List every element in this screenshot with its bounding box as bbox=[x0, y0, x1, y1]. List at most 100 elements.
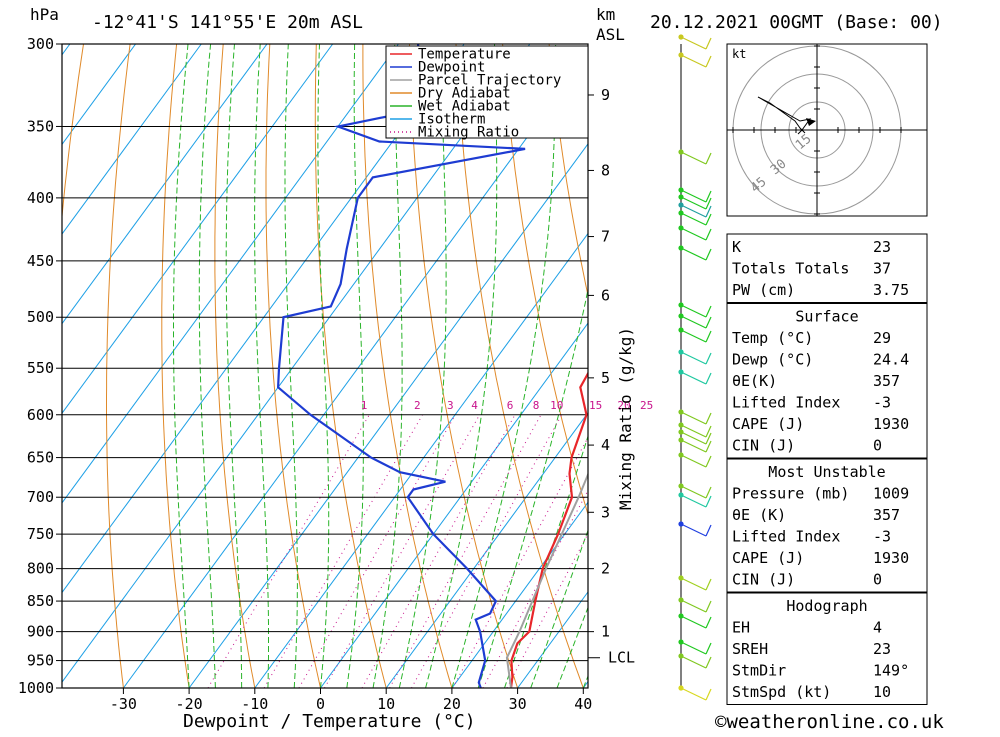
stats-label: Temp (°C) bbox=[732, 329, 813, 347]
isotherm-line bbox=[189, 44, 661, 688]
stats-section-title: Hodograph bbox=[786, 597, 867, 615]
height-tick-label: 9 bbox=[601, 86, 610, 104]
stats-value: 10 bbox=[873, 683, 891, 701]
pressure-tick-label: 950 bbox=[27, 652, 54, 670]
pressure-ticks: 3003504004505005506006507007508008509009… bbox=[18, 35, 54, 697]
mixing-ratio-line bbox=[362, 415, 515, 688]
dry-adiabat-line bbox=[49, 44, 84, 688]
stats-value: 0 bbox=[873, 437, 882, 455]
mixing-ratio-label: 10 bbox=[550, 399, 563, 412]
isotherm-line bbox=[123, 44, 595, 688]
height-unit-km: km bbox=[596, 5, 615, 24]
height-tick-label: 4 bbox=[601, 436, 610, 454]
pressure-tick-label: 700 bbox=[27, 488, 54, 506]
footer-credit: ©weatheronline.co.uk bbox=[715, 711, 944, 733]
height-tick-label: 1 bbox=[601, 623, 610, 641]
stats-label: CIN (J) bbox=[732, 437, 795, 455]
lcl-label: LCL bbox=[608, 649, 635, 667]
dry-adiabat-line bbox=[215, 44, 255, 688]
stats-label: StmSpd (kt) bbox=[732, 683, 831, 701]
stats-value: 23 bbox=[873, 238, 891, 256]
hodograph-unit: kt bbox=[732, 47, 746, 61]
mixing-ratio-line bbox=[412, 415, 562, 688]
stats-value: -3 bbox=[873, 394, 891, 412]
pressure-unit-label: hPa bbox=[30, 5, 59, 24]
mixing-ratio-line bbox=[325, 415, 480, 688]
pressure-tick-label: 400 bbox=[27, 189, 54, 207]
stats-value: 29 bbox=[873, 329, 891, 347]
dry-adiabat-line bbox=[968, 44, 1000, 688]
stats-label: Lifted Index bbox=[732, 394, 840, 412]
isotherm-line bbox=[255, 44, 727, 688]
dewpoint-profile bbox=[278, 44, 570, 688]
stats-value: -3 bbox=[873, 528, 891, 546]
isotherm-line bbox=[58, 44, 530, 688]
dry-adiabat-line bbox=[162, 44, 189, 688]
stats-value: 0 bbox=[873, 571, 882, 589]
isotherm-line bbox=[321, 44, 793, 688]
stats-label: Dewp (°C) bbox=[732, 351, 813, 369]
stats-label: CIN (J) bbox=[732, 571, 795, 589]
mixing-ratio-label: 15 bbox=[589, 399, 602, 412]
stats-label: CAPE (J) bbox=[732, 415, 804, 433]
mixing-ratio-line bbox=[299, 415, 456, 688]
stats-label: SREH bbox=[732, 640, 768, 658]
stats-label: K bbox=[732, 238, 741, 256]
temperature-tick-label: 40 bbox=[574, 695, 592, 713]
height-tick-label: 5 bbox=[601, 369, 610, 387]
stats-value: 1930 bbox=[873, 415, 909, 433]
dry-adiabat-line bbox=[456, 44, 583, 688]
mixing-ratio-axis-label: Mixing Ratio (g/kg) bbox=[616, 327, 635, 510]
stats-label: Pressure (mb) bbox=[732, 485, 849, 503]
wet-adiabat-line bbox=[226, 35, 242, 688]
stats-label: EH bbox=[732, 619, 750, 637]
stats-section-title: Surface bbox=[795, 308, 858, 326]
mixing-ratio-label: 25 bbox=[640, 399, 653, 412]
stats-value: 1930 bbox=[873, 549, 909, 567]
pressure-tick-label: 500 bbox=[27, 308, 54, 326]
pressure-tick-label: 450 bbox=[27, 252, 54, 270]
pressure-tick-label: 650 bbox=[27, 449, 54, 467]
stats-section-title: Most Unstable bbox=[768, 463, 885, 481]
stats-label: StmDir bbox=[732, 662, 786, 680]
pressure-tick-label: 850 bbox=[27, 592, 54, 610]
pressure-tick-label: 300 bbox=[27, 35, 54, 53]
pressure-tick-label: 1000 bbox=[18, 679, 54, 697]
stats-value: 357 bbox=[873, 372, 900, 390]
pressure-tick-label: 350 bbox=[27, 117, 54, 135]
stats-label: Lifted Index bbox=[732, 528, 840, 546]
stats-value: 3.75 bbox=[873, 281, 909, 299]
mixing-ratio-line bbox=[390, 415, 541, 688]
height-unit-asl: ASL bbox=[596, 25, 625, 44]
stats-value: 24.4 bbox=[873, 351, 909, 369]
height-tick-label: 7 bbox=[601, 228, 610, 246]
datetime-title: 20.12.2021 00GMT (Base: 00) bbox=[650, 12, 943, 33]
stats-label: CAPE (J) bbox=[732, 549, 804, 567]
isotherm-line bbox=[0, 44, 4, 688]
isotherm-line bbox=[0, 44, 398, 688]
stats-value: 37 bbox=[873, 260, 891, 278]
dry-adiabat-line bbox=[107, 44, 131, 688]
stats-label: θE (K) bbox=[732, 506, 786, 524]
stats-tables: K 23 Totals Totals 37 PW (cm) 3.75 Surface Temp… bbox=[727, 234, 927, 705]
temperature-tick-label: 30 bbox=[509, 695, 527, 713]
wet-adiabat-line bbox=[285, 35, 297, 688]
pressure-tick-label: 550 bbox=[27, 359, 54, 377]
height-tick-label: 3 bbox=[601, 503, 610, 521]
stats-value: 149° bbox=[873, 662, 909, 680]
stats-value: 357 bbox=[873, 506, 900, 524]
location-title: -12°41'S 141°55'E 20m ASL bbox=[92, 12, 363, 33]
stats-label: PW (cm) bbox=[732, 281, 795, 299]
dry-adiabat-line bbox=[922, 44, 1000, 688]
height-tick-label: 2 bbox=[601, 560, 610, 578]
isotherm-line bbox=[0, 44, 136, 688]
pressure-tick-label: 900 bbox=[27, 623, 54, 641]
legend-entry: Mixing Ratio bbox=[418, 125, 519, 141]
stats-label: Totals Totals bbox=[732, 260, 849, 278]
mixing-ratio-label: 3 bbox=[447, 399, 454, 412]
